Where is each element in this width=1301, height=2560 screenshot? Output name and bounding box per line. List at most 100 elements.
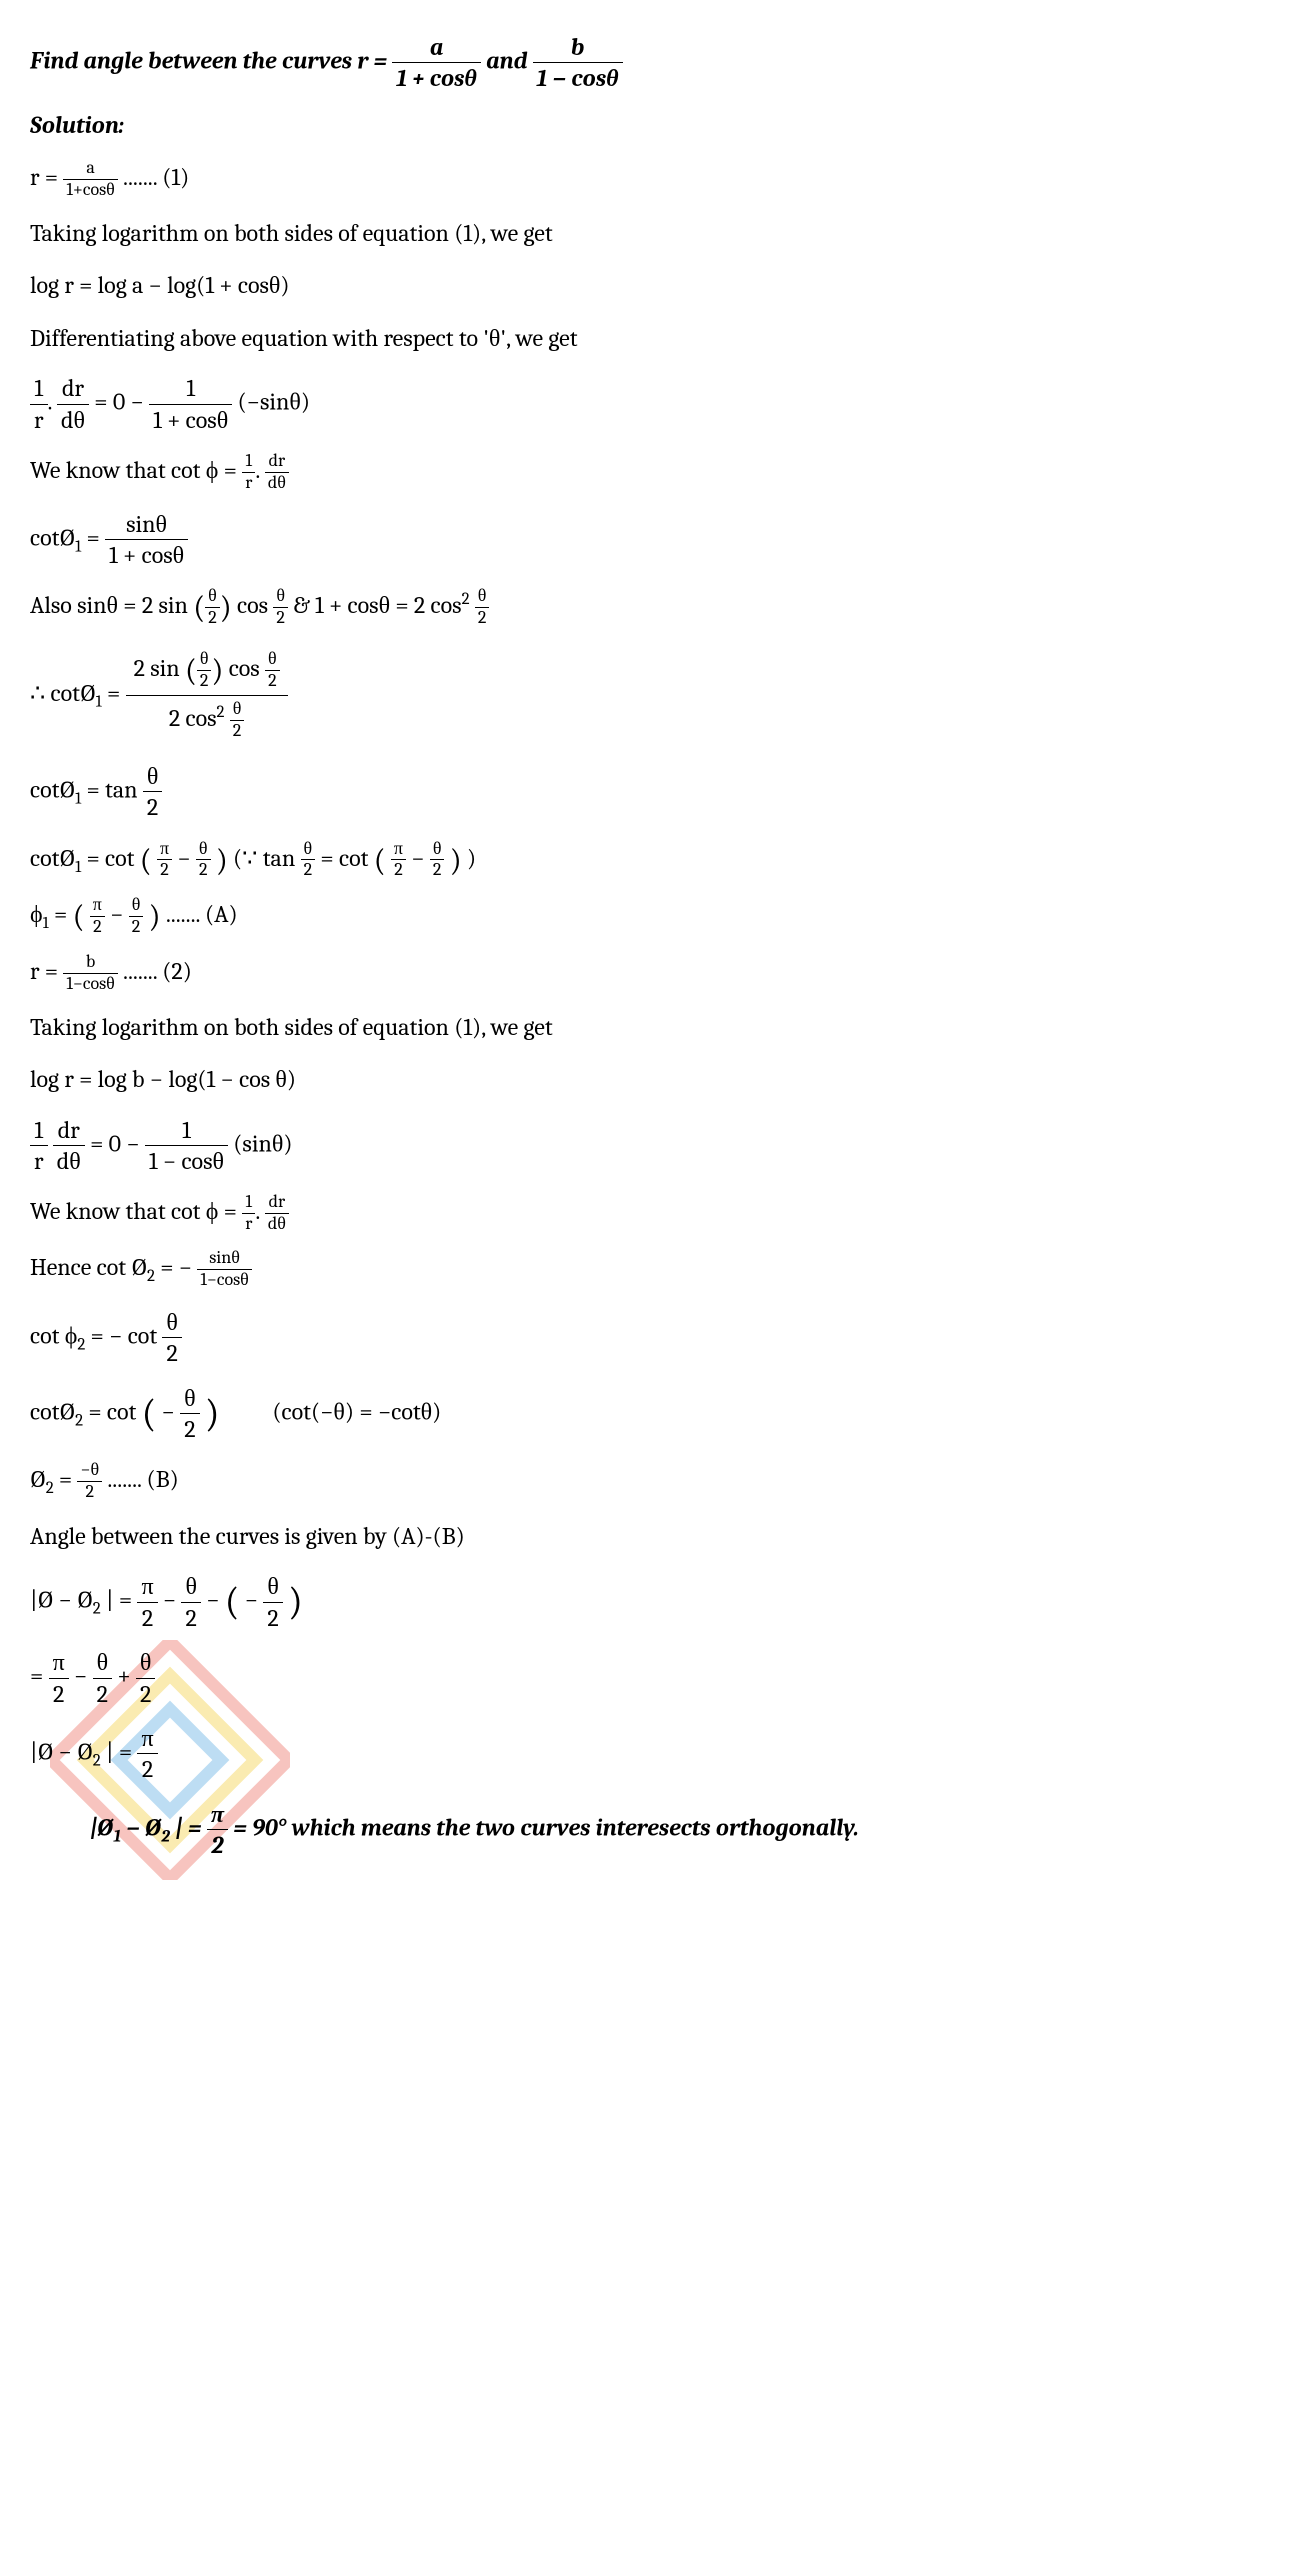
final1-pid: 2 <box>137 1603 157 1631</box>
angle-between-text: Angle between the curves is given by (A)… <box>30 1517 1271 1555</box>
final2-plus: + <box>117 1662 136 1690</box>
final1-thn: θ <box>181 1573 201 1602</box>
phi1-sub: 1 <box>43 914 49 933</box>
ci-eq2: = cot <box>320 844 373 872</box>
final2-pin: π <box>49 1649 69 1678</box>
o2-eqs: = <box>59 1465 78 1493</box>
final2-pid: 2 <box>49 1679 69 1707</box>
we-know2-f2: dr dθ <box>265 1193 289 1234</box>
there-den-sup: 2 <box>217 703 225 722</box>
we-know-2: We know that cot ϕ = 1 r . dr dθ <box>30 1192 1271 1234</box>
text-log2: Taking logarithm on both sides of equati… <box>30 1008 1271 1046</box>
also-f3: θ 2 <box>475 587 490 628</box>
conc-sub1: 1 <box>114 1827 121 1846</box>
there-sub: 1 <box>96 693 102 712</box>
cotphi2-sub: 2 <box>77 1335 85 1354</box>
conc-pid: 2 <box>207 1830 228 1858</box>
diff1-f1n: 1 <box>30 375 48 404</box>
also-f3d: 2 <box>475 608 490 628</box>
final1-pi: π 2 <box>137 1573 157 1631</box>
there-topn-b: cos <box>229 654 260 682</box>
also-f2: θ 2 <box>273 587 288 628</box>
also-mid1: cos <box>237 591 268 619</box>
hence-sub: 2 <box>147 1267 155 1286</box>
also-f1d: 2 <box>205 608 220 628</box>
eq2-num: b <box>63 953 117 974</box>
frac-b-den: 1 − cosθ <box>533 63 623 91</box>
frac-b-num: b <box>533 34 623 63</box>
conc-lhs: |Ø <box>90 1813 114 1841</box>
there-eqs: = <box>107 679 126 707</box>
conc-mid1: − Ø <box>126 1813 161 1841</box>
there-num: 2 sin ( θ 2 ) cos θ 2 <box>126 646 288 696</box>
there-dfn: θ <box>230 700 245 721</box>
cotphi2-fn: θ <box>162 1309 182 1338</box>
we-know-f1: 1 r <box>242 452 255 493</box>
phi1-minus: − <box>110 900 129 928</box>
eq-log1: log r = log a − log(1 + cosθ) <box>30 266 1271 304</box>
solution-label: Solution <box>30 111 119 139</box>
diff2-f2d: dθ <box>53 1146 85 1174</box>
phi1-prefix: ϕ <box>30 900 43 928</box>
eq2-frac: b 1−cosθ <box>63 953 117 994</box>
ci-pi: π 2 <box>157 840 172 881</box>
diff1-f1: 1 r <box>30 375 48 433</box>
o2-eq: Ø2 = −θ 2 ....... (B) <box>30 1460 1271 1503</box>
final1-minus2: − <box>206 1586 225 1614</box>
conc-mid2: | = <box>175 1813 207 1841</box>
eq1-lhs: r = <box>30 163 63 191</box>
final2-pi: π 2 <box>49 1649 69 1707</box>
wk2-f1d: r <box>242 1214 255 1234</box>
final2-th2n: θ <box>136 1649 156 1678</box>
eq1-frac: a 1+cosθ <box>63 159 117 200</box>
final2-th2: θ 2 <box>136 1649 156 1707</box>
cot1-fn: sinθ <box>105 511 188 540</box>
final2-prefix: = <box>30 1662 49 1690</box>
cotneg-sub: 2 <box>75 1411 83 1430</box>
we-know-prefix: We know that cot ϕ = <box>30 456 242 484</box>
text-log1: Taking logarithm on both sides of equati… <box>30 214 1271 252</box>
there-df: θ 2 <box>230 700 245 741</box>
ci-th2: θ 2 <box>301 840 316 881</box>
ci-minus2: − <box>411 844 430 872</box>
diff1-mid: = 0 − <box>94 388 149 416</box>
diff2-f1n: 1 <box>30 1117 48 1146</box>
cot1-lhs: cotØ <box>30 523 75 551</box>
diff1-f2d: dθ <box>57 405 89 433</box>
ci-thn: θ <box>196 840 211 861</box>
ci-mid: = cot <box>86 844 139 872</box>
phi1-suffix: ....... (A) <box>166 900 238 928</box>
diff1-f2: dr dθ <box>57 375 89 433</box>
final3-mid: | = <box>106 1737 137 1765</box>
ci-because: (∵ tan <box>233 844 295 872</box>
ci-close: ) <box>467 844 476 872</box>
phi1-eqs: = <box>54 900 73 928</box>
diff1-f3d: 1 + cosθ <box>149 405 232 433</box>
final-3: |Ø − Ø2 | = π 2 <box>30 1725 1271 1783</box>
diff1-f2n: dr <box>57 375 89 404</box>
diff2-f3: 1 1 − cosθ <box>145 1117 228 1175</box>
ci-th2d: 2 <box>301 860 316 880</box>
final3-sub: 2 <box>93 1751 101 1770</box>
final-2: = π 2 − θ 2 + θ 2 <box>30 1649 1271 1707</box>
tan-prefix: cotØ <box>30 775 75 803</box>
cotneg-innerminus: − <box>162 1397 175 1425</box>
ci-pi2: π 2 <box>391 840 406 881</box>
there-nf1n: θ <box>197 650 212 671</box>
final1-thd: 2 <box>181 1603 201 1631</box>
ci-sub: 1 <box>75 857 81 876</box>
cot1-sub: 1 <box>75 537 81 556</box>
diff2-f1: 1 r <box>30 1117 48 1175</box>
cot1-eqs: = <box>86 523 105 551</box>
wk-dot: . <box>255 456 259 484</box>
o2-frac: −θ 2 <box>77 1461 102 1502</box>
conclusion: |Ø1 − Ø2 | = π 2 = 90° which means the t… <box>90 1801 1271 1859</box>
also-f2d: 2 <box>273 608 288 628</box>
final1-neg: − <box>245 1586 258 1614</box>
there-nf2d: 2 <box>265 671 280 691</box>
phi1-thd: 2 <box>129 917 144 937</box>
wk-f1n: 1 <box>242 452 255 473</box>
cot1-fd: 1 + cosθ <box>105 540 188 568</box>
hence-frac: sinθ 1−cosθ <box>197 1249 251 1290</box>
hence-eq: Hence cot Ø2 = − sinθ 1−cosθ <box>30 1248 1271 1291</box>
